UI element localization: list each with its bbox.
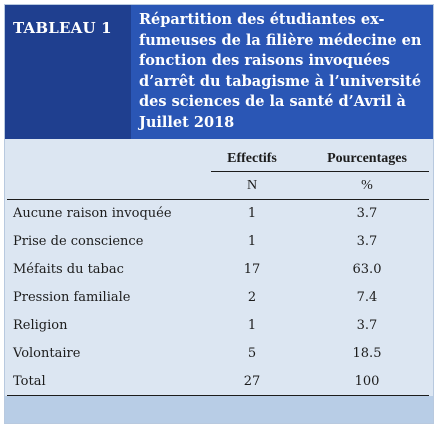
title-line: des sciences de la santé d’Avril à (139, 93, 406, 110)
row-pct: 18.5 (352, 346, 382, 361)
table-header: TABLEAU 1 Répartition des étudiantes ex-… (5, 5, 433, 139)
body-top-rule (7, 199, 429, 200)
row-label: Méfaits du tabac (13, 262, 124, 277)
row-n: 2 (247, 290, 257, 305)
col-header-effectifs: Effectifs (227, 151, 277, 166)
row-n: 5 (247, 346, 257, 361)
row-n: 1 (247, 318, 257, 333)
title-line: fonction des raisons invoquées (139, 52, 390, 69)
row-label: Religion (13, 318, 68, 333)
title-line: Juillet 2018 (139, 113, 235, 131)
title-line: Répartition des étudiantes ex- (139, 11, 385, 28)
table-title: Répartition des étudiantes ex- fumeuses … (139, 10, 429, 133)
table-title-box: Répartition des étudiantes ex- fumeuses … (131, 5, 433, 139)
title-line: fumeuses de la filière médecine en (139, 31, 422, 49)
row-n: 27 (243, 374, 261, 389)
row-label: Total (13, 374, 46, 389)
table-tag: TABLEAU 1 (13, 19, 112, 37)
row-pct: 7.4 (356, 290, 378, 305)
row-label: Aucune raison invoquée (13, 206, 172, 221)
row-pct: 63.0 (352, 262, 382, 277)
table-bottom-rule (7, 395, 429, 396)
row-label: Pression familiale (13, 290, 131, 305)
title-line: d’arrêt du tabagisme à l’université (139, 72, 422, 90)
row-n: 1 (247, 234, 257, 249)
row-pct: 3.7 (356, 206, 378, 221)
row-label: Volontaire (13, 346, 81, 361)
col-header-pourcentages: Pourcentages (327, 151, 407, 166)
row-pct: 3.7 (356, 234, 378, 249)
row-label: Prise de conscience (13, 234, 144, 249)
row-n: 17 (243, 262, 261, 277)
header-rule (211, 171, 429, 172)
row-pct: 100 (354, 374, 380, 389)
col-subheader-n: N (246, 178, 258, 193)
row-n: 1 (247, 206, 257, 221)
table-footer-band (5, 396, 433, 423)
table-figure: TABLEAU 1 Répartition des étudiantes ex-… (4, 4, 434, 424)
row-pct: 3.7 (356, 318, 378, 333)
col-subheader-percent: % (361, 178, 373, 193)
